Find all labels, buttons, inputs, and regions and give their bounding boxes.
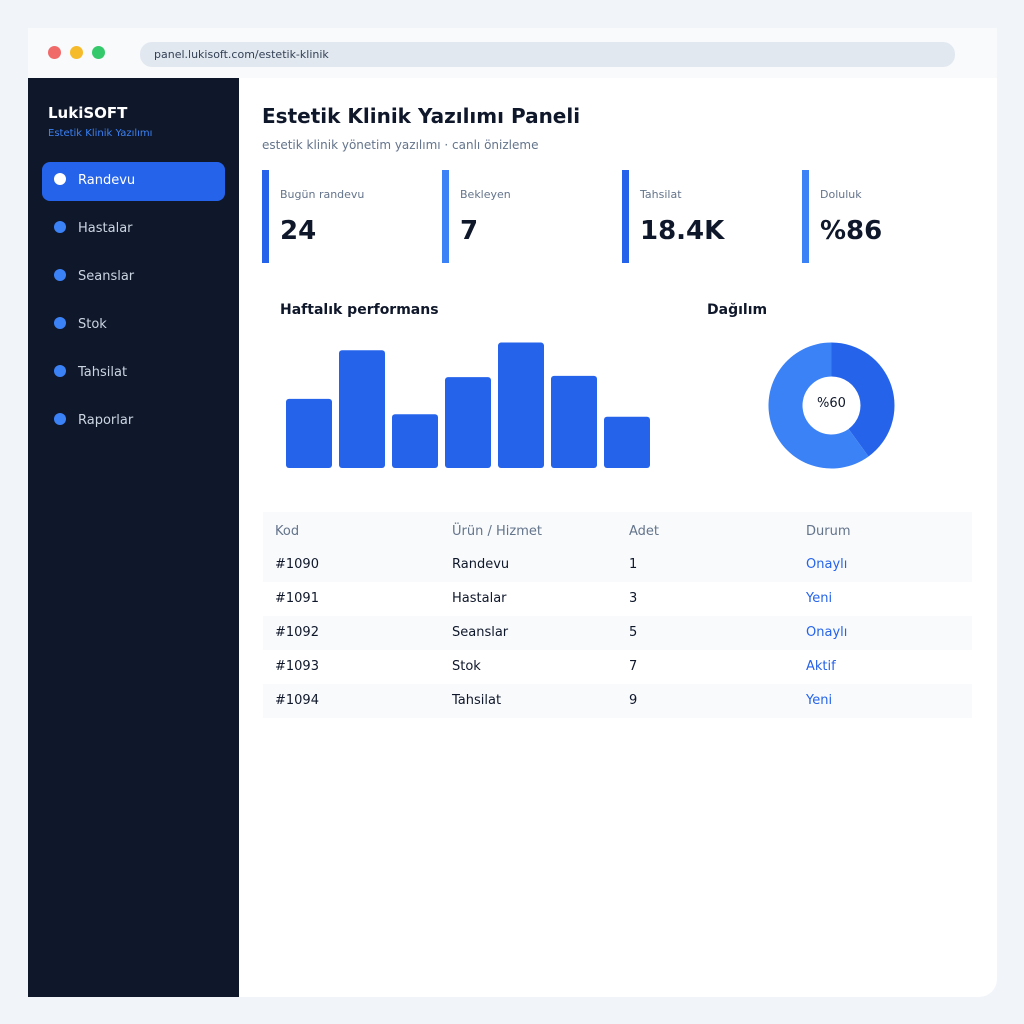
stat-label: Bugün randevu (280, 188, 365, 201)
status-badge: Yeni (806, 693, 833, 708)
sidebar-item-label: Hastalar (78, 221, 133, 236)
bar-chart-title: Haftalık performans (280, 302, 439, 318)
cell-item: Stok (452, 659, 481, 674)
cell-quantity: 1 (629, 557, 638, 572)
stat-value: 7 (460, 216, 479, 246)
bar-5 (551, 375, 597, 468)
dot-icon (54, 221, 66, 233)
sidebar-item-label: Stok (78, 317, 107, 332)
cell-code: #1093 (275, 659, 319, 674)
bar-0 (286, 398, 332, 468)
stat-value: %86 (820, 216, 883, 246)
donut-slice-1 (768, 342, 869, 469)
status-badge: Aktif (806, 659, 836, 674)
donut-chart-title: Dağılım (707, 302, 768, 318)
cell-item: Randevu (452, 557, 510, 572)
stat-card-pending: Bekleyen 7 (442, 170, 602, 263)
bar-1 (339, 350, 385, 468)
stat-card-occupancy: Doluluk %86 (802, 170, 962, 263)
table-row[interactable]: #1091 Hastalar 3 Yeni (263, 582, 972, 616)
sidebar: LukiSOFT Estetik Klinik Yazılımı Randevu… (28, 78, 239, 997)
cell-item: Tahsilat (452, 693, 502, 708)
page-title: Estetik Klinik Yazılımı Paneli (262, 104, 581, 128)
donut-slice-0 (831, 342, 895, 457)
sidebar-item-tahsilat[interactable]: Tahsilat (42, 354, 225, 393)
sidebar-item-raporlar[interactable]: Raporlar (42, 402, 225, 441)
orders-table: Kod Ürün / Hizmet Adet Durum #1090 Rande… (263, 512, 972, 718)
sidebar-item-label: Seanslar (78, 269, 135, 284)
brand-subtitle: Estetik Klinik Yazılımı (48, 128, 153, 139)
sidebar-item-stok[interactable]: Stok (42, 306, 225, 345)
sidebar-item-label: Raporlar (78, 413, 134, 428)
close-window-button[interactable] (48, 46, 61, 59)
cell-quantity: 9 (629, 693, 638, 708)
sidebar-item-hastalar[interactable]: Hastalar (42, 210, 225, 249)
status-badge: Onaylı (806, 557, 848, 572)
dot-icon (54, 365, 66, 377)
address-bar[interactable]: panel.lukisoft.com/estetik-klinik (140, 42, 955, 67)
status-badge: Onaylı (806, 625, 848, 640)
stat-card-today-appointments: Bugün randevu 24 (262, 170, 422, 263)
stat-label: Bekleyen (460, 188, 511, 201)
cell-code: #1091 (275, 591, 319, 606)
cell-code: #1092 (275, 625, 319, 640)
bar-2 (392, 414, 438, 468)
cell-quantity: 7 (629, 659, 638, 674)
column-header-kod[interactable]: Kod (275, 524, 300, 539)
column-header-adet[interactable]: Adet (629, 524, 660, 539)
dot-icon (54, 173, 66, 185)
table-header: Kod Ürün / Hizmet Adet Durum (263, 512, 972, 548)
sidebar-item-label: Randevu (78, 173, 136, 188)
table-row[interactable]: #1092 Seanslar 5 Onaylı (263, 616, 972, 650)
page-subtitle: estetik klinik yönetim yazılımı · canlı … (262, 138, 539, 152)
bar-4 (498, 342, 544, 468)
table-row[interactable]: #1090 Randevu 1 Onaylı (263, 548, 972, 582)
weekly-performance-chart (286, 342, 650, 468)
stat-label: Doluluk (820, 188, 862, 201)
cell-item: Seanslar (452, 625, 509, 640)
stat-value: 24 (280, 216, 317, 246)
cell-quantity: 3 (629, 591, 638, 606)
browser-window: panel.lukisoft.com/estetik-klinik LukiSO… (28, 28, 997, 997)
status-badge: Yeni (806, 591, 833, 606)
stat-label: Tahsilat (640, 188, 682, 201)
main-content: Estetik Klinik Yazılımı Paneli estetik k… (239, 78, 997, 997)
cell-code: #1094 (275, 693, 319, 708)
distribution-donut-chart (768, 342, 895, 469)
bar-3 (445, 377, 491, 468)
bar-6 (604, 416, 650, 468)
stat-value: 18.4K (640, 216, 725, 246)
sidebar-item-seanslar[interactable]: Seanslar (42, 258, 225, 297)
stat-card-collection: Tahsilat 18.4K (622, 170, 782, 263)
dot-icon (54, 317, 66, 329)
table-row[interactable]: #1093 Stok 7 Aktif (263, 650, 972, 684)
column-header-durum[interactable]: Durum (806, 524, 851, 539)
column-header-urun[interactable]: Ürün / Hizmet (452, 524, 542, 539)
table-row[interactable]: #1094 Tahsilat 9 Yeni (263, 684, 972, 718)
sidebar-item-randevu[interactable]: Randevu (42, 162, 225, 201)
dot-icon (54, 413, 66, 425)
dot-icon (54, 269, 66, 281)
sidebar-item-label: Tahsilat (78, 365, 128, 380)
cell-item: Hastalar (452, 591, 507, 606)
cell-quantity: 5 (629, 625, 638, 640)
brand-logo: LukiSOFT (48, 104, 128, 122)
donut-center-label: %60 (817, 396, 846, 411)
cell-code: #1090 (275, 557, 319, 572)
browser-titlebar: panel.lukisoft.com/estetik-klinik (28, 28, 997, 78)
minimize-window-button[interactable] (70, 46, 83, 59)
maximize-window-button[interactable] (92, 46, 105, 59)
